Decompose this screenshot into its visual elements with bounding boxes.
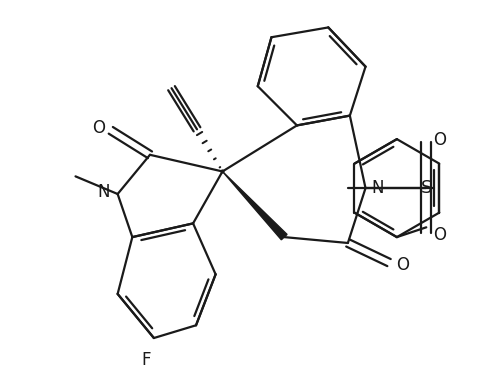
- Text: O: O: [434, 131, 446, 149]
- Text: O: O: [434, 226, 446, 244]
- Text: N: N: [371, 179, 383, 197]
- Text: F: F: [141, 351, 151, 369]
- Text: S: S: [421, 179, 432, 197]
- Text: O: O: [92, 119, 106, 137]
- Text: O: O: [396, 256, 409, 273]
- Polygon shape: [222, 172, 287, 240]
- Text: N: N: [98, 183, 110, 201]
